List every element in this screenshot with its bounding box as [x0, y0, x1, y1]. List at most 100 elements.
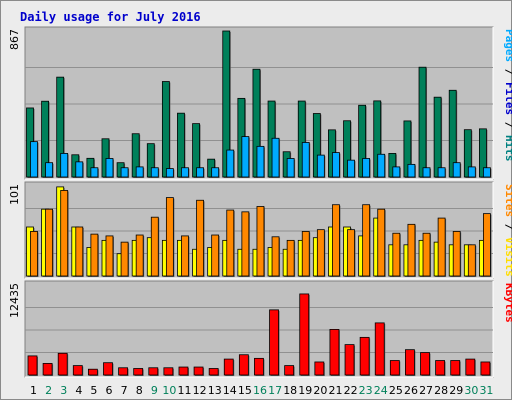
hits-bar-19 [297, 100, 306, 178]
panel-hits-legend-part-0: Pages [503, 29, 512, 62]
kbytes-bar-10 [163, 367, 174, 376]
hits-bar-3 [56, 76, 65, 178]
kbytes-bar-5 [87, 368, 98, 376]
hits-bar-30 [463, 129, 472, 178]
pages-bar-24 [377, 153, 386, 178]
day-label-4: 4 [75, 384, 82, 397]
hits-bar-22 [343, 120, 351, 178]
day-label-27: 27 [419, 384, 433, 397]
hits-bar-27 [418, 66, 427, 178]
pages-bar-21 [332, 152, 340, 178]
chart-title: Daily usage for July 2016 [20, 10, 201, 24]
hits-bar-2 [41, 100, 49, 178]
day-label-22: 22 [344, 384, 358, 397]
hits-bar-25 [388, 153, 397, 178]
sites-bar-1 [30, 231, 38, 277]
panel-kbytes-max-label: 12435 [8, 283, 21, 318]
pages-bar-26 [407, 163, 416, 178]
pages-bar-29 [452, 162, 461, 178]
pages-bar-14 [226, 149, 235, 178]
pages-bar-9 [150, 167, 159, 178]
kbytes-bar-26 [405, 349, 415, 376]
kbytes-bar-29 [450, 360, 461, 376]
day-label-24: 24 [374, 384, 388, 397]
panel-visits-max-label: 101 [8, 184, 21, 205]
kbytes-bar-19 [299, 293, 310, 376]
pages-bar-5 [90, 167, 99, 178]
panel-hits-legend-part-4: Hits [503, 135, 512, 162]
kbytes-bar-22 [344, 344, 355, 376]
day-label-23: 23 [359, 384, 373, 397]
sites-bar-13 [211, 234, 220, 277]
kbytes-bar-8 [133, 368, 144, 376]
sites-bar-29 [452, 231, 461, 277]
sites-bar-30 [467, 244, 476, 277]
kbytes-bar-12 [193, 366, 204, 376]
panel-visits-legend-part-2: Visits [503, 237, 512, 277]
pages-bar-7 [120, 167, 129, 178]
sites-bar-27 [422, 232, 431, 277]
pages-bar-18 [286, 158, 295, 178]
sites-bar-2 [45, 208, 53, 277]
kbytes-bar-7 [118, 367, 128, 376]
day-label-18: 18 [283, 384, 297, 397]
pages-bar-28 [437, 167, 446, 178]
sites-bar-20 [316, 229, 325, 277]
sites-bar-4 [75, 226, 84, 277]
hits-bar-8 [131, 133, 140, 178]
sites-bar-31 [483, 213, 491, 277]
pages-bar-11 [181, 167, 189, 178]
sites-bar-21 [332, 204, 340, 277]
pages-bar-20 [316, 154, 325, 178]
day-label-7: 7 [121, 384, 128, 397]
day-label-16: 16 [253, 384, 267, 397]
kbytes-bar-16 [254, 357, 264, 376]
sites-bar-6 [105, 235, 114, 277]
pages-bar-8 [135, 166, 144, 178]
kbytes-bar-9 [148, 367, 159, 376]
kbytes-bar-27 [420, 352, 430, 376]
pages-bar-17 [271, 137, 280, 178]
sites-bar-3 [60, 190, 69, 277]
kbytes-bar-11 [178, 366, 189, 376]
sites-bar-28 [437, 217, 446, 277]
hits-bar-6 [101, 138, 110, 178]
day-label-1: 1 [30, 384, 37, 397]
day-label-30: 30 [464, 384, 478, 397]
day-label-11: 11 [178, 384, 192, 397]
sites-bar-9 [150, 216, 159, 277]
kbytes-bar-14 [223, 358, 234, 376]
day-label-21: 21 [328, 384, 342, 397]
kbytes-bar-28 [435, 360, 446, 376]
day-label-9: 9 [151, 384, 158, 397]
hits-bar-9 [146, 143, 155, 178]
day-label-3: 3 [60, 384, 67, 397]
hits-bar-10 [161, 81, 170, 178]
pages-bar-15 [241, 136, 250, 178]
pages-bar-3 [60, 153, 69, 178]
panel-hits-max-label: 867 [8, 29, 21, 50]
pages-bar-13 [211, 167, 220, 178]
day-label-20: 20 [313, 384, 327, 397]
sites-bar-15 [241, 211, 250, 277]
pages-bar-30 [467, 166, 476, 178]
kbytes-bar-20 [314, 361, 325, 376]
hits-bar-24 [373, 100, 382, 178]
day-label-26: 26 [404, 384, 418, 397]
pages-bar-2 [45, 162, 53, 178]
pages-bar-22 [347, 159, 355, 178]
hits-bar-12 [192, 123, 200, 178]
hits-bar-11 [177, 112, 185, 178]
hits-bar-26 [403, 120, 412, 178]
sites-bar-22 [347, 229, 355, 277]
kbytes-bar-17 [269, 309, 279, 376]
pages-bar-31 [483, 167, 491, 178]
sites-bar-16 [256, 206, 265, 277]
panel-kbytes-legend: KBytes [503, 283, 512, 323]
hits-bar-31 [479, 128, 487, 178]
day-label-31: 31 [479, 384, 493, 397]
kbytes-bar-3 [57, 352, 68, 376]
day-label-17: 17 [268, 384, 282, 397]
sites-bar-14 [226, 209, 235, 277]
pages-bar-6 [105, 158, 114, 178]
